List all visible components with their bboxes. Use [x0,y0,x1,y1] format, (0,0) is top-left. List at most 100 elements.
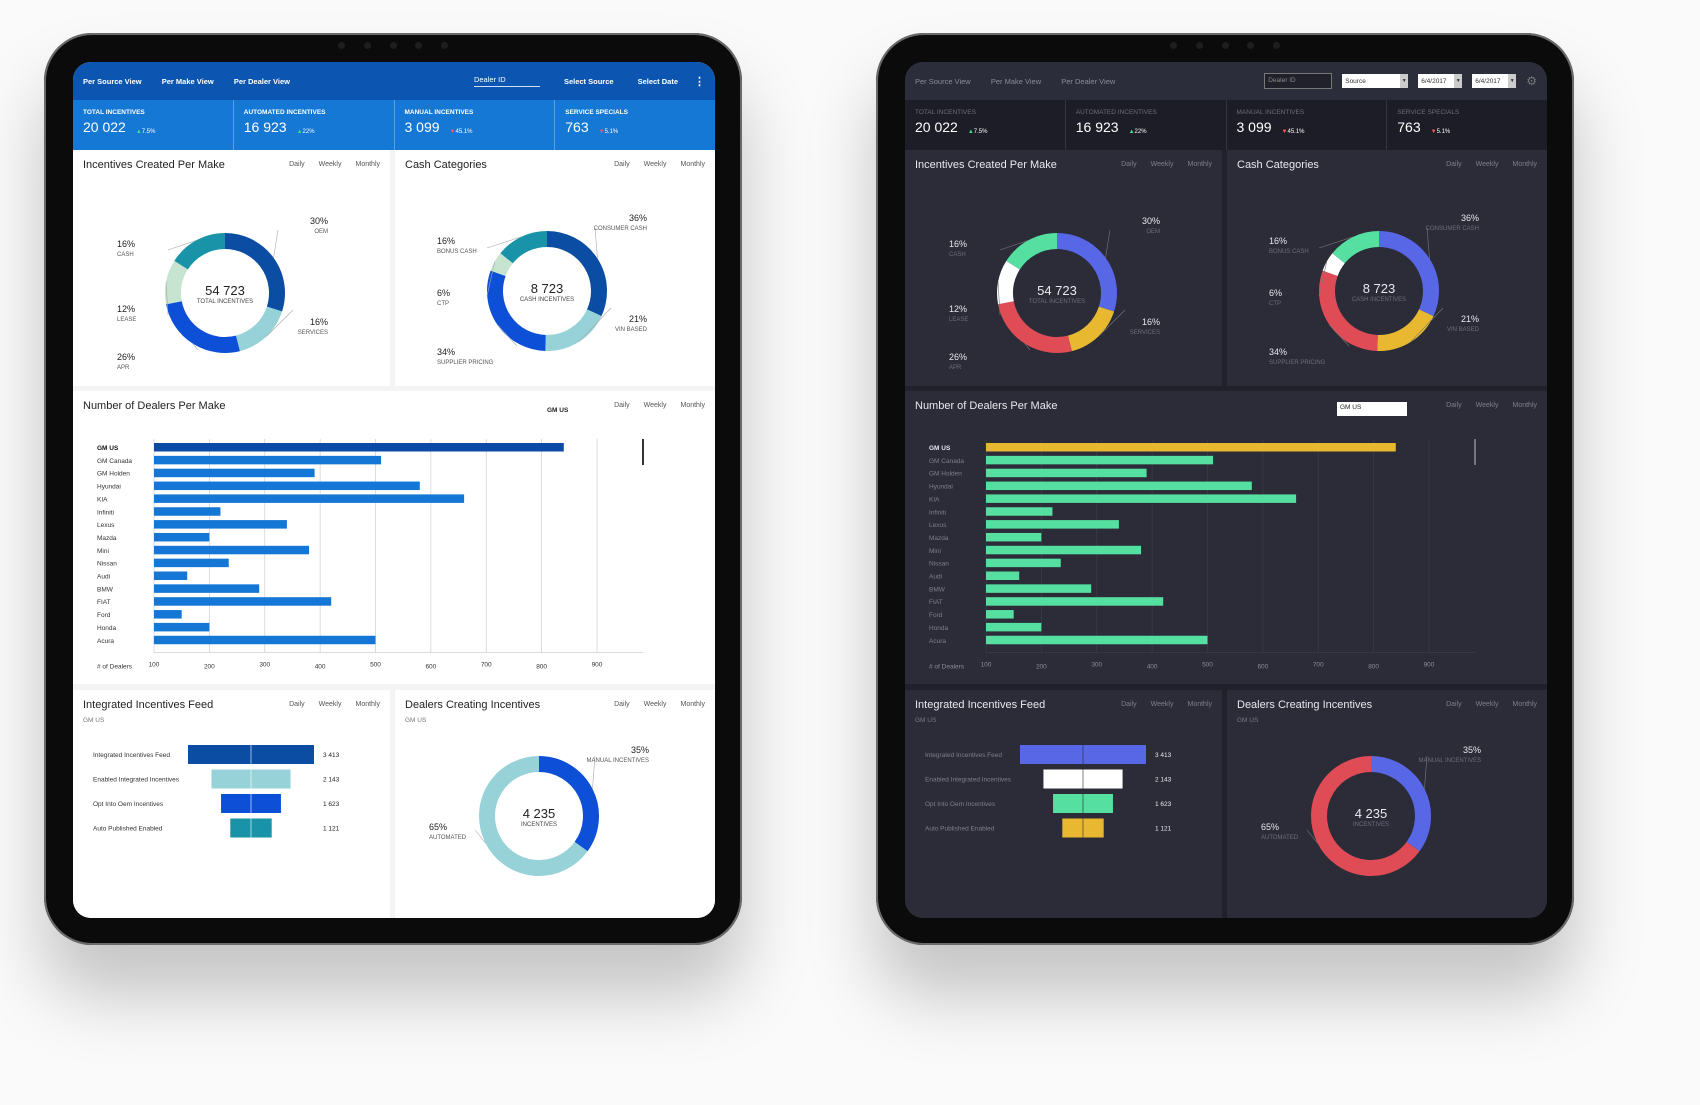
donut-slice-1[interactable] [479,756,588,876]
tab-weekly[interactable]: Weekly [643,402,667,409]
donut-slice-2[interactable] [998,300,1072,353]
bar[interactable] [154,443,564,452]
donut-slice-0[interactable] [1378,231,1439,317]
bar[interactable] [154,532,210,542]
select-date-button[interactable]: Select Date [637,76,678,86]
tab-daily[interactable]: Daily [1446,701,1462,708]
tab-weekly[interactable]: Weekly [1150,701,1174,708]
bar[interactable] [986,520,1119,529]
make-dropdown[interactable]: GM US [1337,402,1407,416]
tab-monthly[interactable]: Monthly [355,161,380,168]
tab-monthly[interactable]: Monthly [355,701,380,708]
bar[interactable] [154,610,182,619]
nav-per-source[interactable]: Per Source View [915,76,971,86]
tab-weekly[interactable]: Weekly [318,161,342,168]
nav-per-make[interactable]: Per Make View [990,76,1042,86]
tab-weekly[interactable]: Weekly [643,161,667,168]
tab-daily[interactable]: Daily [289,701,305,708]
tab-daily[interactable]: Daily [614,402,630,409]
nav-per-dealer[interactable]: Per Dealer View [1061,76,1116,86]
donut-slice-3[interactable] [997,260,1021,305]
bar[interactable] [986,468,1147,478]
date-to-select[interactable]: 6/4/2017 ▼ [1472,74,1517,88]
tab-weekly[interactable]: Weekly [643,701,667,708]
nav-per-source[interactable]: Per Source View [83,76,142,86]
tab-daily[interactable]: Daily [1446,402,1462,409]
donut-slice-1[interactable] [1067,306,1115,352]
donut-slice-4[interactable] [1006,233,1058,270]
bar[interactable] [986,494,1297,503]
tab-monthly[interactable]: Monthly [1512,402,1537,409]
bar[interactable] [154,635,376,645]
donut-slice-1[interactable] [545,309,602,351]
bar[interactable] [154,455,382,465]
bar[interactable] [986,597,1164,606]
bar[interactable] [986,635,1208,645]
donut-slice-1[interactable] [1377,309,1434,351]
donut-slice-3[interactable] [1322,253,1346,277]
donut-slice-0[interactable] [1370,756,1431,852]
more-vertical-icon[interactable]: ⋮ [694,75,705,88]
bar[interactable] [986,443,1396,452]
tab-monthly[interactable]: Monthly [1187,701,1212,708]
bar[interactable] [154,520,287,529]
donut-slice-4[interactable] [500,231,548,264]
tab-daily[interactable]: Daily [1121,161,1137,168]
donut-slice-3[interactable] [490,253,514,277]
donut-slice-2[interactable] [1319,270,1379,351]
donut-slice-1[interactable] [235,306,283,352]
tab-monthly[interactable]: Monthly [680,402,705,409]
nav-per-make[interactable]: Per Make View [161,76,214,86]
tab-monthly[interactable]: Monthly [680,161,705,168]
make-dropdown[interactable]: GM US [547,407,569,414]
tab-monthly[interactable]: Monthly [1187,161,1212,168]
bar[interactable] [154,507,221,516]
donut-slice-4[interactable] [1332,231,1380,264]
donut-slice-0[interactable] [1056,233,1117,312]
tab-daily[interactable]: Daily [1446,161,1462,168]
bar[interactable] [154,597,332,606]
bar[interactable] [986,545,1142,555]
bar[interactable] [986,622,1042,632]
dealer-id-input[interactable]: Dealer ID [473,75,540,87]
tab-daily[interactable]: Daily [1121,701,1137,708]
tab-daily[interactable]: Daily [614,161,630,168]
donut-slice-0[interactable] [546,231,607,317]
tab-monthly[interactable]: Monthly [1512,701,1537,708]
donut-slice-3[interactable] [165,260,189,305]
tab-weekly[interactable]: Weekly [1475,402,1499,409]
bar[interactable] [986,455,1214,465]
tab-weekly[interactable]: Weekly [318,701,342,708]
donut-slice-2[interactable] [487,270,547,351]
bar[interactable] [154,558,229,568]
dealer-id-input[interactable]: Dealer ID [1264,73,1333,89]
bar[interactable] [154,494,465,503]
tab-weekly[interactable]: Weekly [1150,161,1174,168]
bar[interactable] [986,558,1061,568]
bar[interactable] [154,571,188,581]
bar[interactable] [986,532,1042,542]
date-from-select[interactable]: 6/4/2017 ▼ [1418,74,1463,88]
bar[interactable] [986,571,1020,581]
bar[interactable] [986,610,1014,619]
tab-daily[interactable]: Daily [614,701,630,708]
tab-weekly[interactable]: Weekly [1475,701,1499,708]
bar[interactable] [154,481,420,491]
tab-monthly[interactable]: Monthly [680,701,705,708]
bar[interactable] [986,584,1092,593]
donut-slice-1[interactable] [1311,756,1420,876]
tab-daily[interactable]: Daily [289,161,305,168]
nav-per-dealer[interactable]: Per Dealer View [233,76,290,86]
tab-monthly[interactable]: Monthly [1512,161,1537,168]
donut-slice-4[interactable] [174,233,226,270]
bar[interactable] [154,584,260,593]
gear-icon[interactable]: ⚙ [1526,74,1537,88]
select-source-button[interactable]: Select Source [563,76,614,86]
donut-slice-0[interactable] [224,233,285,312]
donut-slice-2[interactable] [166,300,240,353]
source-select[interactable]: Source ▼ [1342,74,1409,88]
bar[interactable] [986,481,1252,491]
bar[interactable] [154,468,315,478]
tab-weekly[interactable]: Weekly [1475,161,1499,168]
bar[interactable] [154,622,210,632]
